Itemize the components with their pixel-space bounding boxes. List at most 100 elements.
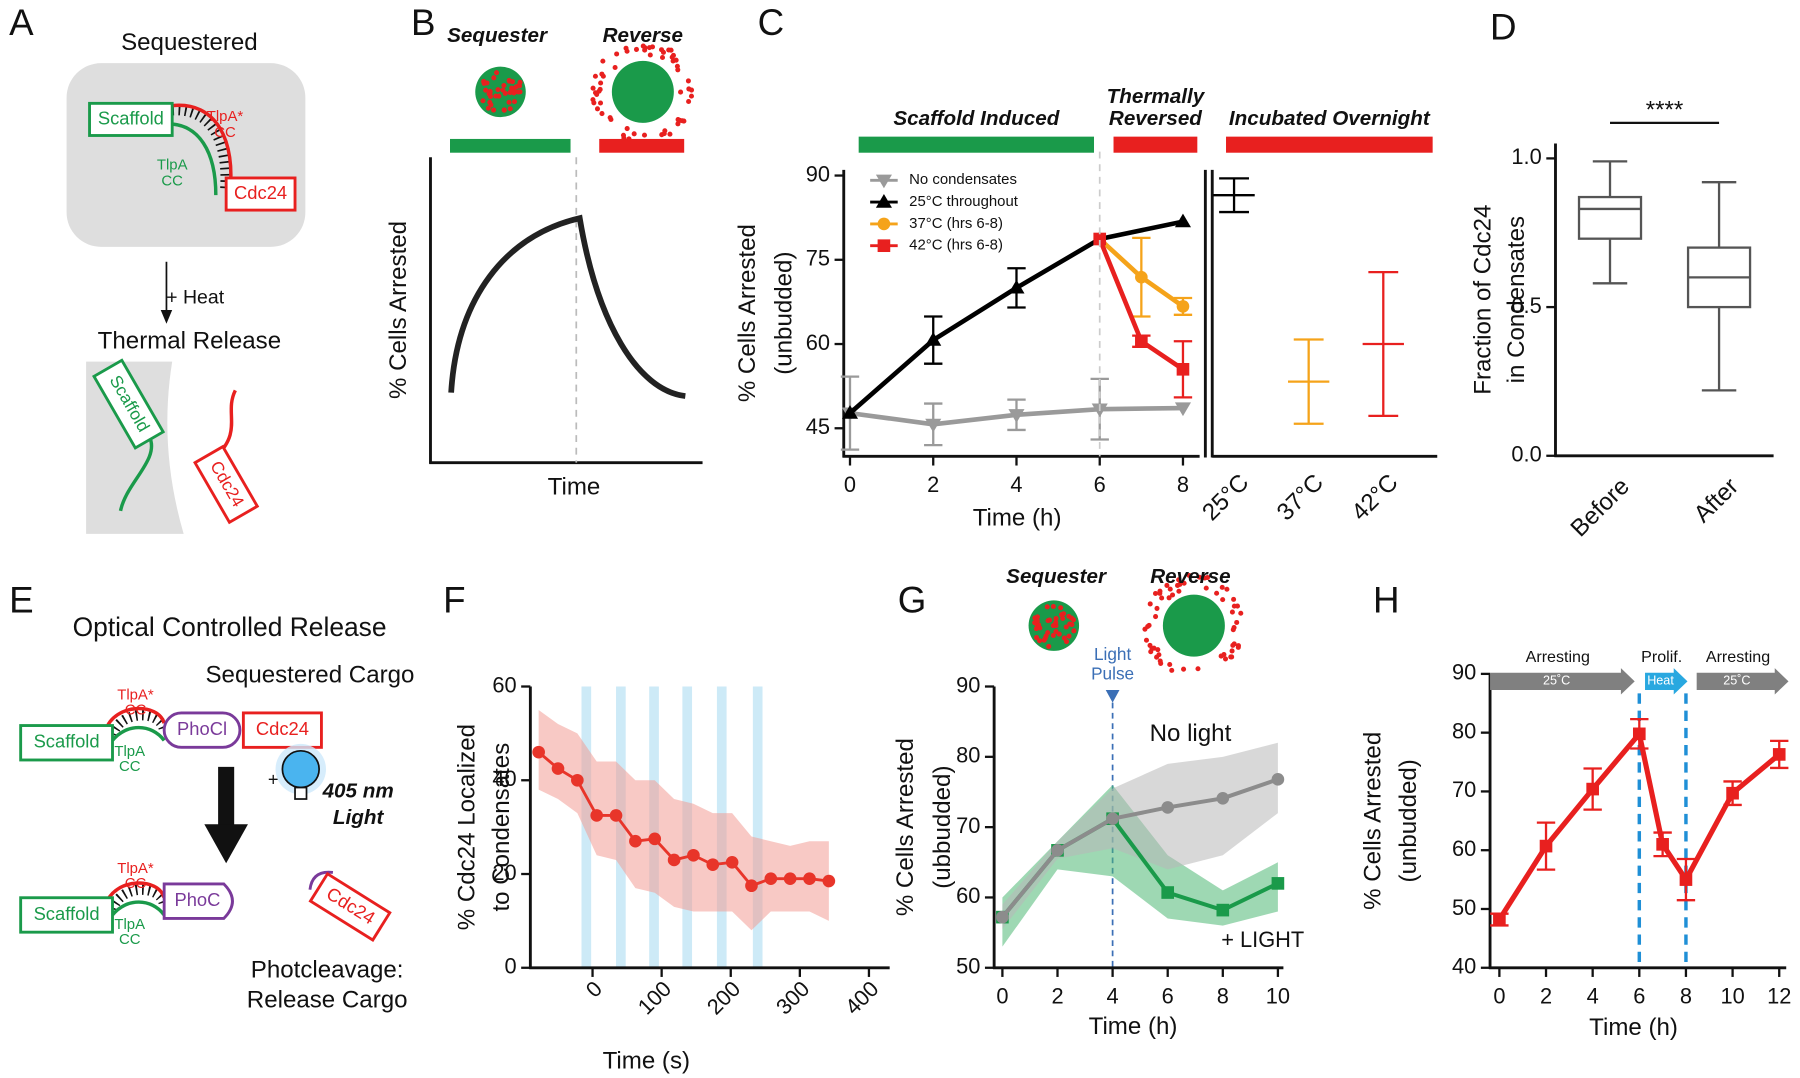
condensate bbox=[66, 63, 306, 247]
marker bbox=[1161, 801, 1175, 814]
protein-dot bbox=[1050, 603, 1056, 610]
phase-label: Arresting bbox=[1706, 648, 1770, 666]
protein-dot bbox=[1235, 643, 1241, 649]
protein-dot bbox=[1176, 577, 1182, 583]
x-tick-label: 8 bbox=[1680, 983, 1692, 1008]
marker bbox=[1135, 270, 1148, 284]
protein-dot bbox=[1053, 629, 1059, 635]
marker bbox=[1008, 409, 1025, 423]
scaffold-label: Scaffold bbox=[98, 107, 164, 128]
protein-dot bbox=[1170, 592, 1176, 598]
protein-dot bbox=[1153, 614, 1159, 620]
protein-dot bbox=[1155, 647, 1161, 653]
marker bbox=[1632, 727, 1646, 741]
marker bbox=[629, 834, 642, 848]
marker bbox=[1093, 232, 1107, 246]
protein-dot bbox=[1231, 596, 1237, 602]
light-pulse-label: Pulse bbox=[1091, 664, 1134, 684]
marker bbox=[1271, 877, 1285, 890]
x-tick-label: 6 bbox=[1633, 983, 1645, 1008]
x-tick-label: 0 bbox=[844, 472, 856, 497]
y-axis-label: % Cdc24 Localized bbox=[454, 724, 481, 930]
panel-label: G bbox=[898, 579, 927, 620]
protein-dot bbox=[621, 135, 627, 141]
protein-dot bbox=[1238, 610, 1244, 616]
protein-dot bbox=[495, 87, 501, 93]
legend-label: 37°C (hrs 6-8) bbox=[909, 215, 1003, 232]
protein-dot bbox=[491, 75, 497, 81]
y-axis-label: to Condensates bbox=[488, 743, 515, 912]
coil bbox=[103, 706, 166, 731]
marker bbox=[551, 762, 565, 775]
panel-label: A bbox=[9, 2, 34, 43]
protein-dot bbox=[1167, 586, 1173, 592]
marker bbox=[1539, 839, 1553, 853]
coil-label: TlpA* bbox=[117, 860, 154, 877]
protein-dot bbox=[668, 47, 674, 53]
y-tick-label: 80 bbox=[1452, 718, 1476, 743]
linker-box bbox=[162, 882, 234, 920]
y-axis-label: (unbudded) bbox=[771, 252, 798, 375]
y-tick-label: 45 bbox=[806, 414, 830, 439]
x-tick-label: 0 bbox=[1493, 983, 1505, 1008]
protein-dot bbox=[1175, 582, 1181, 588]
coil-label: CC bbox=[214, 124, 236, 141]
protein-dot bbox=[1053, 616, 1059, 622]
light-label: 405 nm bbox=[322, 780, 394, 803]
protein-dot bbox=[600, 73, 606, 79]
protein-dot bbox=[1066, 633, 1072, 639]
protein-dot bbox=[1224, 586, 1230, 592]
marker bbox=[609, 809, 623, 822]
protein-dot bbox=[511, 90, 517, 96]
panel-e: Optical Controlled Release Sequestered C… bbox=[19, 612, 414, 1013]
marker bbox=[532, 745, 545, 759]
protein-dot bbox=[612, 64, 618, 71]
marker bbox=[687, 848, 700, 862]
marker bbox=[1726, 786, 1739, 800]
series-line bbox=[1000, 777, 1279, 919]
protein-dot bbox=[487, 99, 493, 105]
protein-dot bbox=[1157, 588, 1163, 594]
coil-label: CC bbox=[125, 702, 147, 719]
box bbox=[1577, 195, 1643, 240]
protein-dot bbox=[487, 88, 493, 94]
y-axis-label: % Cells Arrested bbox=[892, 738, 919, 916]
panel-b: Sequester Reverse % Cells Arrested Time bbox=[385, 24, 703, 500]
marker bbox=[1174, 402, 1192, 417]
phase-sublabel: Heat bbox=[1647, 674, 1674, 688]
marker bbox=[803, 872, 816, 886]
legend-label: No condensates bbox=[909, 171, 1017, 188]
protein-dot bbox=[686, 98, 692, 105]
protein-dot bbox=[678, 89, 684, 95]
protein-dot bbox=[1214, 590, 1220, 596]
protein-dot bbox=[1169, 667, 1175, 673]
panel-label: E bbox=[9, 579, 34, 620]
protein-dot bbox=[598, 80, 604, 86]
cargo-box bbox=[193, 444, 260, 525]
protein-dot bbox=[1195, 666, 1201, 672]
scaffold-box bbox=[88, 101, 174, 137]
protein-dot bbox=[494, 70, 500, 76]
y-tick-label: 90 bbox=[956, 672, 980, 697]
protein-dot bbox=[1152, 590, 1159, 596]
icon-label: Reverse bbox=[1150, 565, 1230, 588]
coil bbox=[118, 435, 154, 512]
marker bbox=[706, 858, 720, 871]
protein-dot bbox=[513, 84, 519, 90]
schematic-label: Sequester bbox=[447, 24, 548, 47]
protein-dot bbox=[686, 86, 692, 92]
y-tick-label: 0 bbox=[504, 954, 516, 979]
protein-dot bbox=[1181, 666, 1187, 672]
protein-dot bbox=[493, 93, 499, 99]
marker bbox=[1106, 812, 1119, 826]
protein-dot bbox=[633, 46, 640, 52]
panel-label: H bbox=[1373, 579, 1400, 620]
coil bbox=[111, 900, 166, 917]
x-tick-label: 8 bbox=[1217, 983, 1229, 1008]
marker bbox=[1008, 279, 1025, 294]
protein-dot bbox=[624, 126, 630, 132]
x-tick-label: 4 bbox=[1010, 472, 1022, 497]
phase-label: Incubated Overnight bbox=[1229, 107, 1431, 130]
protein-dot bbox=[1229, 648, 1235, 654]
marker bbox=[822, 874, 836, 888]
